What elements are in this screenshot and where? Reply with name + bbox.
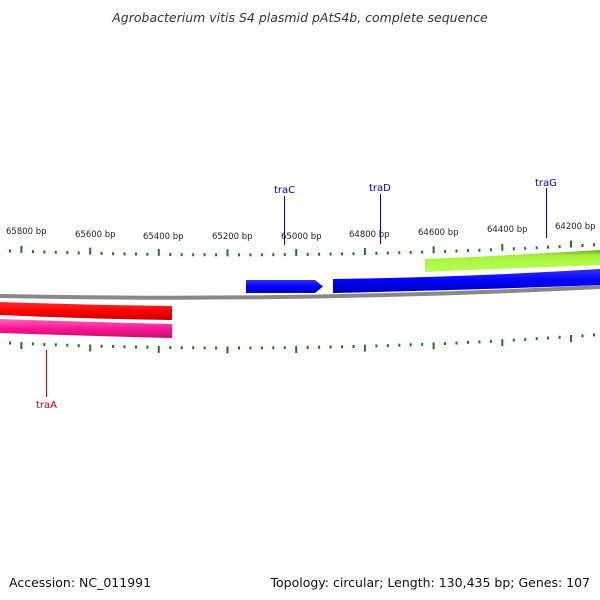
lime-feature[interactable] <box>425 250 600 272</box>
traD-traG-feature[interactable] <box>333 269 600 293</box>
topology-summary: Topology: circular; Length: 130,435 bp; … <box>270 575 591 590</box>
scale-label: 65000 bp <box>281 232 322 242</box>
backbone <box>0 285 600 300</box>
scale-labels: 65800 bp 65600 bp 65400 bp 65200 bp 6500… <box>6 222 596 242</box>
scale-label: 64400 bp <box>487 225 528 235</box>
scale-label: 64200 bp <box>555 222 596 232</box>
page-title: Agrobacterium vitis S4 plasmid pAtS4b, c… <box>112 10 488 25</box>
scale-label: 65600 bp <box>75 230 116 240</box>
scale-label: 65400 bp <box>143 232 184 242</box>
scale-label: 64800 bp <box>349 230 390 240</box>
traA-feature[interactable] <box>0 302 172 320</box>
scale-label: 65800 bp <box>6 227 47 237</box>
scale-label: 65200 bp <box>212 232 253 242</box>
gene-label-traA[interactable]: traA <box>36 400 57 411</box>
scale-label: 64600 bp <box>418 228 459 238</box>
tick-row-inner <box>9 333 595 354</box>
reverse-feature-pink[interactable] <box>0 319 172 338</box>
tick-row-outer <box>9 240 595 257</box>
accession-text: Accession: NC_011991 <box>9 575 152 590</box>
gene-label-traD[interactable]: traD <box>369 183 391 194</box>
traC-feature[interactable] <box>246 280 323 293</box>
gene-label-traG[interactable]: traG <box>535 178 557 189</box>
gene-label-traC[interactable]: traC <box>274 185 295 196</box>
